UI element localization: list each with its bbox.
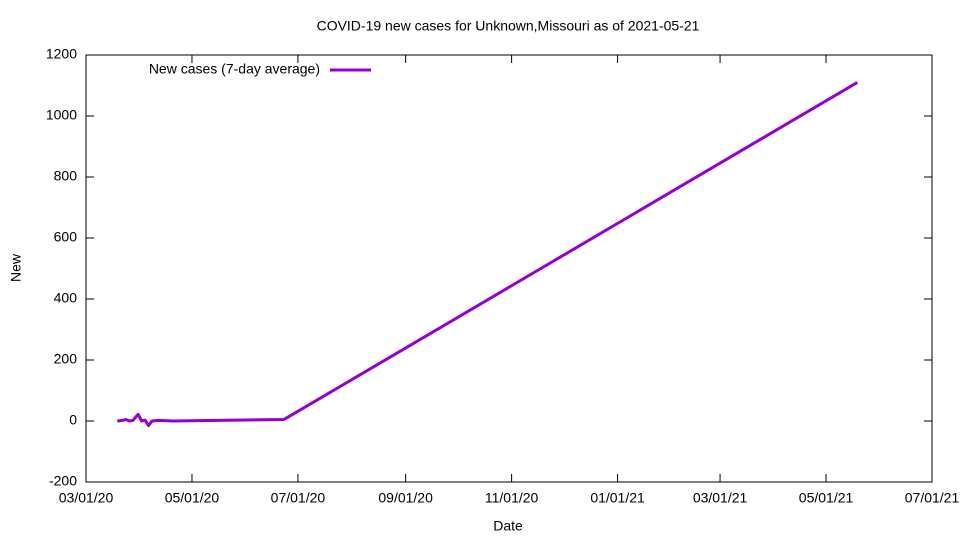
chart-title: COVID-19 new cases for Unknown,Missouri … [317,18,700,34]
x-tick-label: 01/01/21 [590,490,645,506]
x-tick-label: 07/01/21 [905,490,960,506]
x-tick-label: 03/01/20 [59,490,114,506]
x-tick-label: 11/01/20 [485,490,539,506]
y-tick-label: 600 [54,229,78,245]
plot-frame [85,54,933,483]
x-tick-label: 05/01/20 [165,490,220,506]
y-tick-label: 1200 [46,46,77,62]
x-tick-label: 09/01/20 [378,490,433,506]
y-tick-label: 0 [69,412,77,428]
y-tick-label: 800 [54,168,78,184]
x-tick-label: 07/01/20 [271,490,326,506]
x-axis-label: Date [493,518,523,534]
y-tick-label: -200 [49,473,77,489]
y-axis-label: New [8,253,24,282]
x-tick-label: 05/01/21 [799,490,854,506]
x-tick-label: 03/01/21 [693,490,748,506]
y-tick-label: 1000 [46,107,77,123]
y-tick-label: 200 [54,351,78,367]
legend-label: New cases (7-day average) [149,61,320,77]
data-line [117,81,859,428]
y-tick-label: 400 [54,290,78,306]
